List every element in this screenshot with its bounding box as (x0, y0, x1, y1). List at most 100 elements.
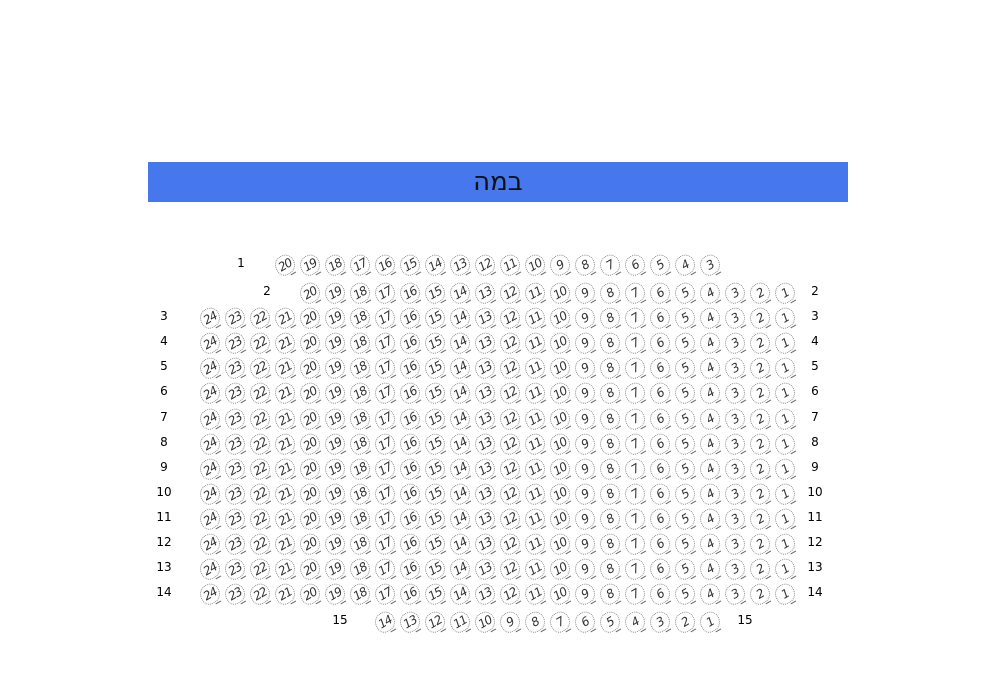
seat[interactable]: 24 (196, 329, 224, 357)
seat[interactable]: 20 (296, 329, 324, 357)
seat[interactable]: 14 (446, 455, 474, 483)
seat[interactable]: 16 (396, 404, 424, 433)
seat[interactable]: 11 (521, 304, 549, 332)
seat[interactable]: 8 (596, 404, 624, 433)
seat[interactable]: 13 (471, 279, 499, 307)
seat[interactable]: 21 (271, 379, 299, 408)
seat[interactable]: 11 (521, 379, 549, 408)
seat[interactable]: 22 (246, 304, 274, 332)
seat[interactable]: 18 (346, 580, 374, 608)
seat[interactable]: 20 (296, 304, 324, 332)
seat[interactable]: 5 (671, 455, 699, 483)
seat[interactable]: 23 (221, 480, 249, 508)
seat[interactable]: 5 (671, 530, 699, 558)
seat[interactable]: 24 (196, 379, 224, 408)
seat[interactable]: 4 (696, 455, 724, 483)
seat[interactable]: 7 (621, 354, 649, 382)
seat[interactable]: 2 (746, 480, 774, 508)
seat[interactable]: 3 (721, 329, 749, 357)
seat[interactable]: 17 (371, 455, 399, 483)
seat[interactable]: 3 (721, 429, 749, 458)
seat[interactable]: 22 (246, 555, 274, 583)
seat[interactable]: 15 (421, 530, 449, 558)
seat[interactable]: 8 (596, 455, 624, 483)
seat[interactable]: 15 (421, 505, 449, 533)
seat[interactable]: 20 (296, 279, 324, 307)
seat[interactable]: 16 (396, 279, 424, 307)
seat[interactable]: 11 (521, 505, 549, 533)
seat[interactable]: 19 (321, 279, 349, 307)
seat[interactable]: 20 (296, 530, 324, 558)
seat[interactable]: 2 (746, 329, 774, 357)
seat[interactable]: 19 (321, 354, 349, 382)
seat[interactable]: 13 (471, 404, 499, 433)
seat[interactable]: 22 (246, 455, 274, 483)
seat[interactable]: 7 (621, 455, 649, 483)
seat[interactable]: 19 (321, 379, 349, 408)
seat[interactable]: 21 (271, 530, 299, 558)
seat[interactable]: 10 (546, 455, 574, 483)
seat[interactable]: 8 (596, 555, 624, 583)
seat[interactable]: 13 (446, 251, 474, 279)
seat[interactable]: 12 (471, 251, 499, 279)
seat[interactable]: 1 (696, 608, 724, 636)
seat[interactable]: 1 (771, 530, 799, 558)
seat[interactable]: 4 (671, 251, 699, 279)
seat[interactable]: 17 (371, 480, 399, 508)
seat[interactable]: 13 (396, 608, 424, 636)
seat[interactable]: 23 (221, 329, 249, 357)
seat[interactable]: 23 (221, 580, 249, 608)
seat[interactable]: 15 (421, 429, 449, 458)
seat[interactable]: 21 (271, 580, 299, 608)
seat[interactable]: 20 (296, 505, 324, 533)
seat[interactable]: 9 (571, 354, 599, 382)
seat[interactable]: 10 (546, 304, 574, 332)
seat[interactable]: 16 (396, 455, 424, 483)
seat[interactable]: 4 (696, 279, 724, 307)
seat[interactable]: 7 (621, 555, 649, 583)
seat[interactable]: 17 (371, 379, 399, 408)
seat[interactable]: 4 (621, 608, 649, 636)
seat[interactable]: 14 (446, 555, 474, 583)
seat[interactable]: 14 (446, 429, 474, 458)
seat[interactable]: 24 (196, 354, 224, 382)
seat[interactable]: 6 (646, 329, 674, 357)
seat[interactable]: 4 (696, 354, 724, 382)
seat[interactable]: 1 (771, 429, 799, 458)
seat[interactable]: 5 (671, 429, 699, 458)
seat[interactable]: 22 (246, 580, 274, 608)
seat[interactable]: 5 (671, 404, 699, 433)
seat[interactable]: 16 (396, 379, 424, 408)
seat[interactable]: 20 (296, 354, 324, 382)
seat[interactable]: 8 (596, 480, 624, 508)
seat[interactable]: 10 (546, 505, 574, 533)
seat[interactable]: 24 (196, 505, 224, 533)
seat[interactable]: 2 (746, 304, 774, 332)
seat[interactable]: 21 (271, 429, 299, 458)
seat[interactable]: 10 (546, 404, 574, 433)
seat[interactable]: 13 (471, 455, 499, 483)
seat[interactable]: 2 (671, 608, 699, 636)
seat[interactable]: 11 (521, 555, 549, 583)
seat[interactable]: 5 (671, 379, 699, 408)
seat[interactable]: 9 (571, 429, 599, 458)
seat[interactable]: 12 (496, 279, 524, 307)
seat[interactable]: 11 (521, 354, 549, 382)
seat[interactable]: 11 (521, 279, 549, 307)
seat[interactable]: 1 (771, 279, 799, 307)
seat[interactable]: 9 (571, 379, 599, 408)
seat[interactable]: 9 (571, 279, 599, 307)
seat[interactable]: 6 (646, 455, 674, 483)
seat[interactable]: 1 (771, 329, 799, 357)
seat[interactable]: 22 (246, 329, 274, 357)
seat[interactable]: 19 (321, 530, 349, 558)
seat[interactable]: 9 (571, 580, 599, 608)
seat[interactable]: 5 (671, 505, 699, 533)
seat[interactable]: 18 (346, 304, 374, 332)
seat[interactable]: 3 (721, 505, 749, 533)
seat[interactable]: 16 (396, 429, 424, 458)
seat[interactable]: 9 (571, 555, 599, 583)
seat[interactable]: 14 (446, 404, 474, 433)
seat[interactable]: 14 (446, 354, 474, 382)
seat[interactable]: 19 (321, 404, 349, 433)
